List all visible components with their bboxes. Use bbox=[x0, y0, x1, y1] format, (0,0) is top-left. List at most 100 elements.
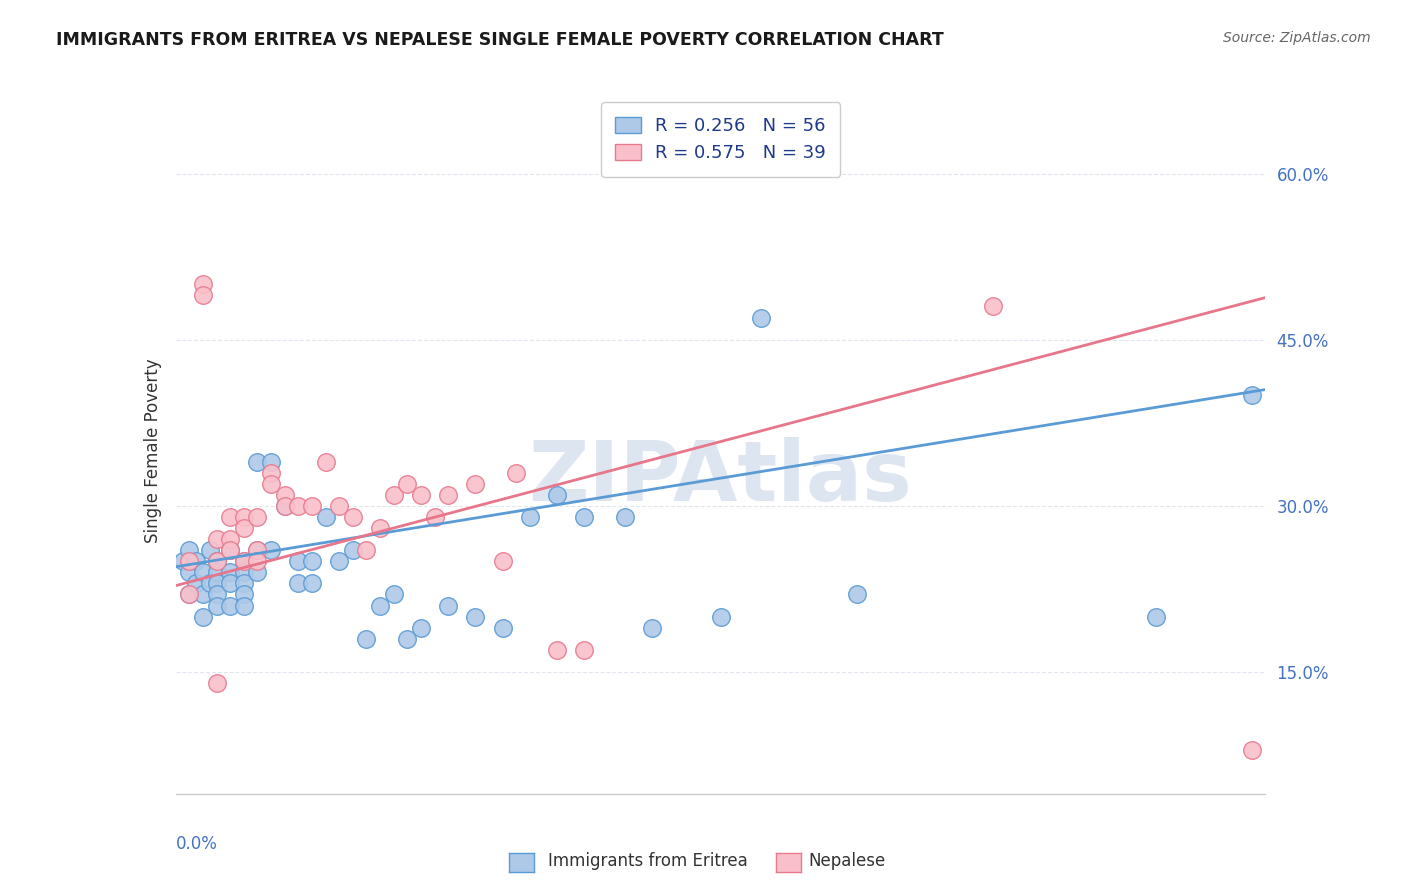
Point bbox=[368, 599, 391, 613]
Point bbox=[519, 510, 541, 524]
Point bbox=[232, 587, 254, 601]
Point bbox=[205, 566, 228, 580]
Point bbox=[191, 587, 214, 601]
Point bbox=[246, 454, 269, 468]
Point bbox=[219, 510, 242, 524]
Point bbox=[179, 587, 201, 601]
Point bbox=[368, 521, 391, 535]
Point bbox=[246, 566, 269, 580]
Y-axis label: Single Female Poverty: Single Female Poverty bbox=[143, 359, 162, 542]
Point bbox=[1144, 609, 1167, 624]
Point bbox=[179, 543, 201, 558]
Point bbox=[260, 543, 283, 558]
Point bbox=[232, 576, 254, 591]
Point bbox=[274, 499, 297, 513]
Point bbox=[328, 554, 350, 568]
Text: Source: ZipAtlas.com: Source: ZipAtlas.com bbox=[1223, 31, 1371, 45]
Point bbox=[232, 521, 254, 535]
Point bbox=[614, 510, 637, 524]
Point bbox=[641, 621, 664, 635]
Point bbox=[205, 576, 228, 591]
Point bbox=[492, 554, 515, 568]
Point bbox=[382, 488, 405, 502]
Point bbox=[546, 643, 568, 657]
Point bbox=[260, 476, 283, 491]
Point bbox=[232, 599, 254, 613]
Point bbox=[219, 576, 242, 591]
Point bbox=[315, 510, 337, 524]
Point bbox=[464, 609, 486, 624]
Point bbox=[464, 476, 486, 491]
Point bbox=[356, 543, 378, 558]
Point bbox=[198, 576, 221, 591]
Point bbox=[219, 543, 242, 558]
Point bbox=[246, 543, 269, 558]
Point bbox=[186, 554, 208, 568]
Point bbox=[409, 621, 432, 635]
Point bbox=[232, 554, 254, 568]
Point bbox=[315, 454, 337, 468]
Point bbox=[505, 466, 527, 480]
Point bbox=[437, 488, 460, 502]
Text: IMMIGRANTS FROM ERITREA VS NEPALESE SINGLE FEMALE POVERTY CORRELATION CHART: IMMIGRANTS FROM ERITREA VS NEPALESE SING… bbox=[56, 31, 943, 49]
Point bbox=[423, 510, 446, 524]
Point bbox=[191, 609, 214, 624]
Point bbox=[396, 632, 419, 646]
Legend: R = 0.256   N = 56, R = 0.575   N = 39: R = 0.256 N = 56, R = 0.575 N = 39 bbox=[600, 103, 841, 177]
Point bbox=[191, 288, 214, 302]
Point bbox=[301, 499, 323, 513]
Point bbox=[246, 543, 269, 558]
Point bbox=[205, 554, 228, 568]
Point bbox=[172, 554, 194, 568]
Point bbox=[232, 566, 254, 580]
Point bbox=[198, 543, 221, 558]
Point bbox=[274, 488, 297, 502]
Point bbox=[179, 554, 201, 568]
Point bbox=[574, 643, 596, 657]
Point bbox=[205, 554, 228, 568]
Point bbox=[301, 576, 323, 591]
Point bbox=[219, 532, 242, 546]
Point bbox=[287, 576, 309, 591]
Point bbox=[409, 488, 432, 502]
Point bbox=[274, 499, 297, 513]
Point bbox=[232, 554, 254, 568]
Text: ZIPAtlas: ZIPAtlas bbox=[529, 437, 912, 518]
Point bbox=[246, 554, 269, 568]
Point bbox=[179, 587, 201, 601]
Point bbox=[382, 587, 405, 601]
Point bbox=[574, 510, 596, 524]
Point bbox=[396, 476, 419, 491]
Point bbox=[328, 499, 350, 513]
Point bbox=[981, 300, 1004, 314]
Point bbox=[342, 543, 364, 558]
Point bbox=[546, 488, 568, 502]
Point bbox=[205, 599, 228, 613]
Point bbox=[356, 632, 378, 646]
Point bbox=[191, 277, 214, 292]
Point bbox=[179, 566, 201, 580]
Point bbox=[219, 566, 242, 580]
Point bbox=[845, 587, 868, 601]
Point bbox=[1240, 388, 1263, 402]
Point bbox=[260, 466, 283, 480]
Point bbox=[205, 676, 228, 690]
Point bbox=[1240, 742, 1263, 756]
Point bbox=[492, 621, 515, 635]
Point bbox=[246, 510, 269, 524]
Text: Nepalese: Nepalese bbox=[808, 852, 886, 870]
Point bbox=[232, 510, 254, 524]
Point bbox=[437, 599, 460, 613]
Point bbox=[191, 566, 214, 580]
Point bbox=[287, 554, 309, 568]
Point bbox=[186, 576, 208, 591]
Point bbox=[219, 543, 242, 558]
Point bbox=[301, 554, 323, 568]
Point bbox=[342, 510, 364, 524]
Text: 0.0%: 0.0% bbox=[176, 835, 218, 853]
Point bbox=[260, 454, 283, 468]
Point bbox=[751, 310, 773, 325]
Text: Immigrants from Eritrea: Immigrants from Eritrea bbox=[548, 852, 748, 870]
Point bbox=[710, 609, 733, 624]
Point bbox=[219, 599, 242, 613]
